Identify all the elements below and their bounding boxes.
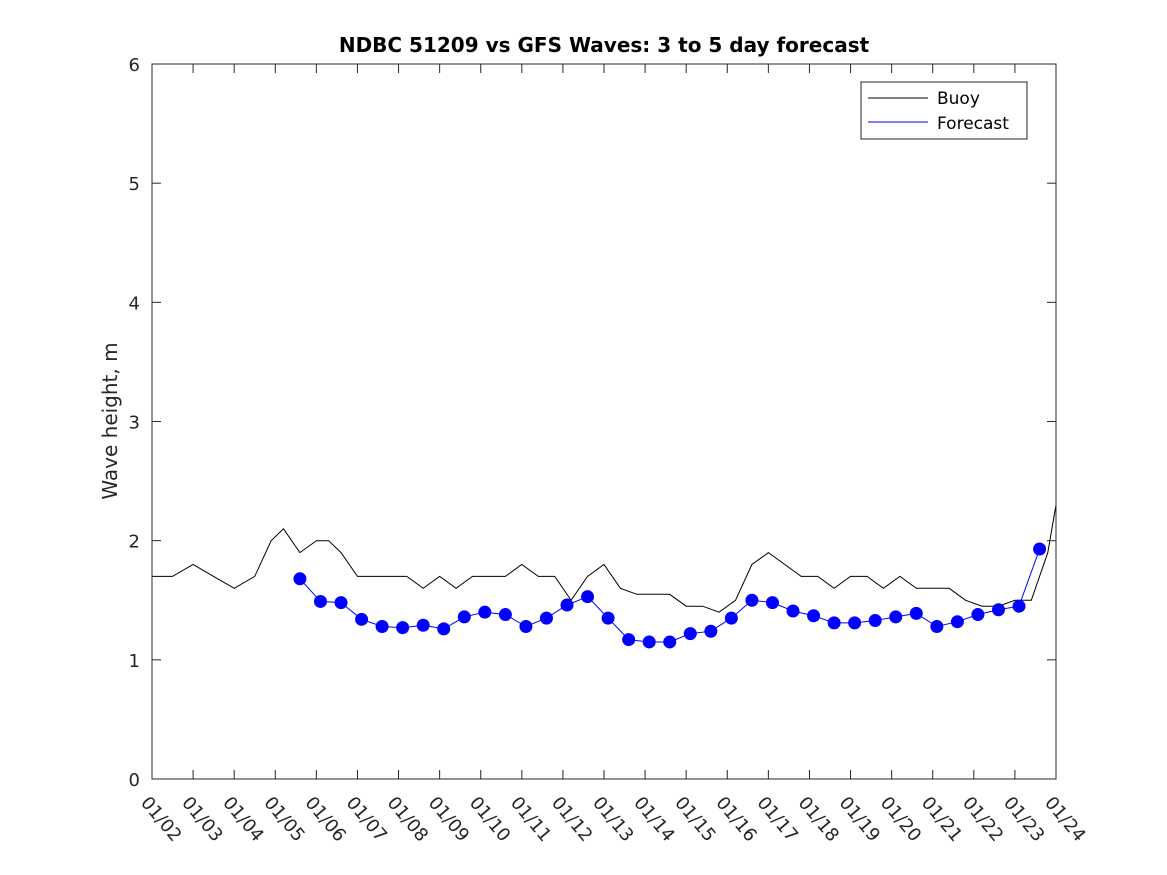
- legend-buoy-label: Buoy: [937, 89, 980, 109]
- forecast-point: [293, 572, 307, 586]
- forecast-point: [396, 621, 410, 635]
- forecast-point: [355, 612, 369, 626]
- forecast-point: [581, 590, 595, 604]
- forecast-point: [827, 616, 841, 630]
- forecast-point: [786, 604, 800, 618]
- y-axis-label: Wave height, m: [98, 342, 122, 499]
- forecast-point: [375, 619, 389, 633]
- chart-title: NDBC 51209 vs GFS Waves: 3 to 5 day fore…: [339, 33, 870, 57]
- series-layer: [152, 504, 1057, 649]
- forecast-point: [1012, 599, 1026, 613]
- forecast-point: [971, 608, 985, 622]
- y-tick-label: 3: [129, 413, 140, 434]
- forecast-point: [519, 619, 533, 633]
- forecast-point: [539, 611, 553, 625]
- legend-box: [860, 81, 1028, 140]
- forecast-point: [683, 627, 697, 641]
- forecast-point: [704, 624, 718, 638]
- forecast-point: [807, 609, 821, 623]
- forecast-point: [437, 622, 451, 636]
- forecast-point: [1033, 542, 1047, 556]
- forecast-point: [416, 618, 430, 632]
- forecast-point: [765, 596, 779, 610]
- series-line-buoy: [152, 504, 1057, 613]
- forecast-point: [663, 635, 677, 649]
- y-tick-label: 1: [129, 651, 140, 672]
- forecast-point: [909, 606, 923, 620]
- forecast-point: [642, 635, 656, 649]
- legend-forecast-label: Forecast: [937, 114, 1009, 134]
- forecast-point: [724, 611, 738, 625]
- y-tick-label: 4: [129, 293, 140, 314]
- forecast-point: [560, 598, 574, 612]
- forecast-point: [745, 593, 759, 607]
- forecast-point: [868, 614, 882, 628]
- forecast-point: [622, 633, 636, 647]
- forecast-point: [889, 610, 903, 624]
- forecast-point: [930, 619, 944, 633]
- y-tick-label: 6: [129, 55, 140, 76]
- axes-background: [152, 64, 1056, 779]
- y-tick-label: 0: [129, 770, 140, 791]
- forecast-point: [950, 615, 964, 629]
- forecast-point: [498, 608, 512, 622]
- plot-area: [152, 64, 1056, 779]
- y-tick-label: 2: [129, 532, 140, 553]
- forecast-point: [848, 616, 862, 630]
- forecast-point: [601, 611, 615, 625]
- forecast-point: [457, 610, 471, 624]
- legend: Buoy Forecast: [860, 81, 1028, 140]
- y-tick-label: 5: [129, 174, 140, 195]
- forecast-point: [478, 605, 492, 619]
- forecast-point: [313, 594, 327, 608]
- forecast-point: [991, 603, 1005, 617]
- forecast-point: [334, 596, 348, 610]
